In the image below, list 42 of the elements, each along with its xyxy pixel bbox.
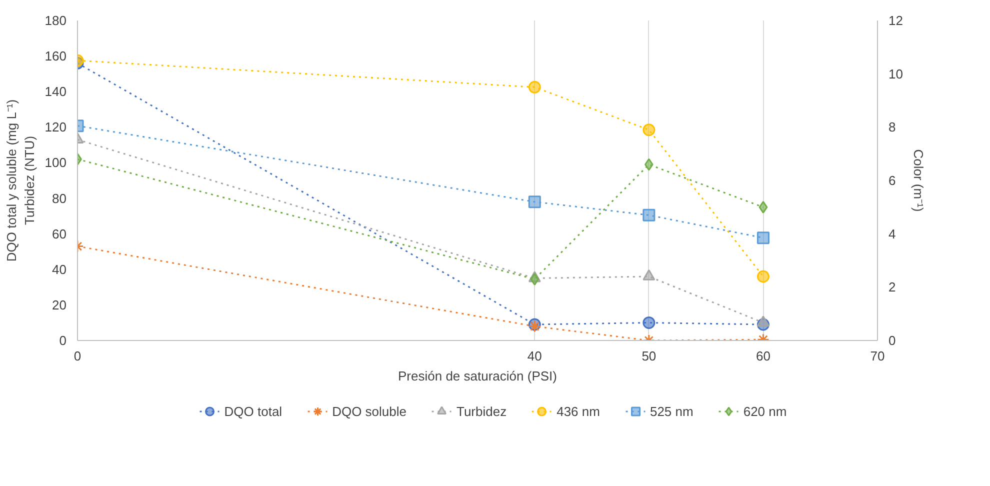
- point: [528, 80, 541, 94]
- y2-axis-title: Color (m⁻¹): [910, 149, 926, 212]
- x-tick-label: 40: [527, 348, 542, 364]
- y2-tick-label: 4: [888, 226, 896, 242]
- legend-label: 525 nm: [650, 404, 694, 418]
- y2-tick-label: 6: [888, 173, 896, 188]
- x-tick-label: 50: [642, 348, 656, 364]
- y2-tick-label: 8: [888, 120, 896, 135]
- y-tick-label: 40: [52, 262, 67, 277]
- x-tick-label: 60: [756, 348, 770, 364]
- x-tick-label: 70: [870, 348, 885, 364]
- point: [642, 269, 656, 280]
- point: [642, 208, 656, 222]
- point: [756, 232, 770, 244]
- x-tick-label: 0: [74, 348, 82, 364]
- y-tick-label: 80: [52, 190, 67, 206]
- legend-label: DQO total: [224, 404, 282, 418]
- legend-label: 620 nm: [743, 404, 787, 418]
- y2-tick-label: 0: [888, 333, 896, 348]
- point: [642, 124, 656, 136]
- legend-label: 436 nm: [556, 404, 600, 418]
- y-tick-label: 160: [44, 48, 67, 64]
- point: [758, 200, 768, 214]
- legend-label: DQO soluble: [332, 404, 406, 418]
- point: [528, 196, 541, 208]
- y-tick-label: 120: [44, 120, 67, 135]
- y-tick-label: 100: [44, 155, 67, 170]
- y2-tick-label: 10: [888, 66, 903, 82]
- y-tick-label: 20: [52, 297, 67, 312]
- point: [642, 316, 656, 329]
- point: [756, 270, 770, 283]
- point: [530, 272, 540, 286]
- x-axis-title: Presión de saturación (PSI): [398, 368, 557, 384]
- point: [756, 316, 770, 327]
- y-tick-label: 60: [52, 226, 67, 242]
- y-tick-label: 0: [59, 333, 67, 348]
- y-tick-label: 140: [44, 84, 67, 100]
- y-tick-label: 180: [44, 13, 67, 28]
- y2-tick-label: 12: [888, 13, 903, 28]
- legend-label: Turbidez: [456, 404, 507, 418]
- y2-tick-label: 2: [888, 280, 896, 295]
- y-axis-title: DQO total y soluble (mg L⁻¹) Turbidez (NTU): [4, 99, 37, 262]
